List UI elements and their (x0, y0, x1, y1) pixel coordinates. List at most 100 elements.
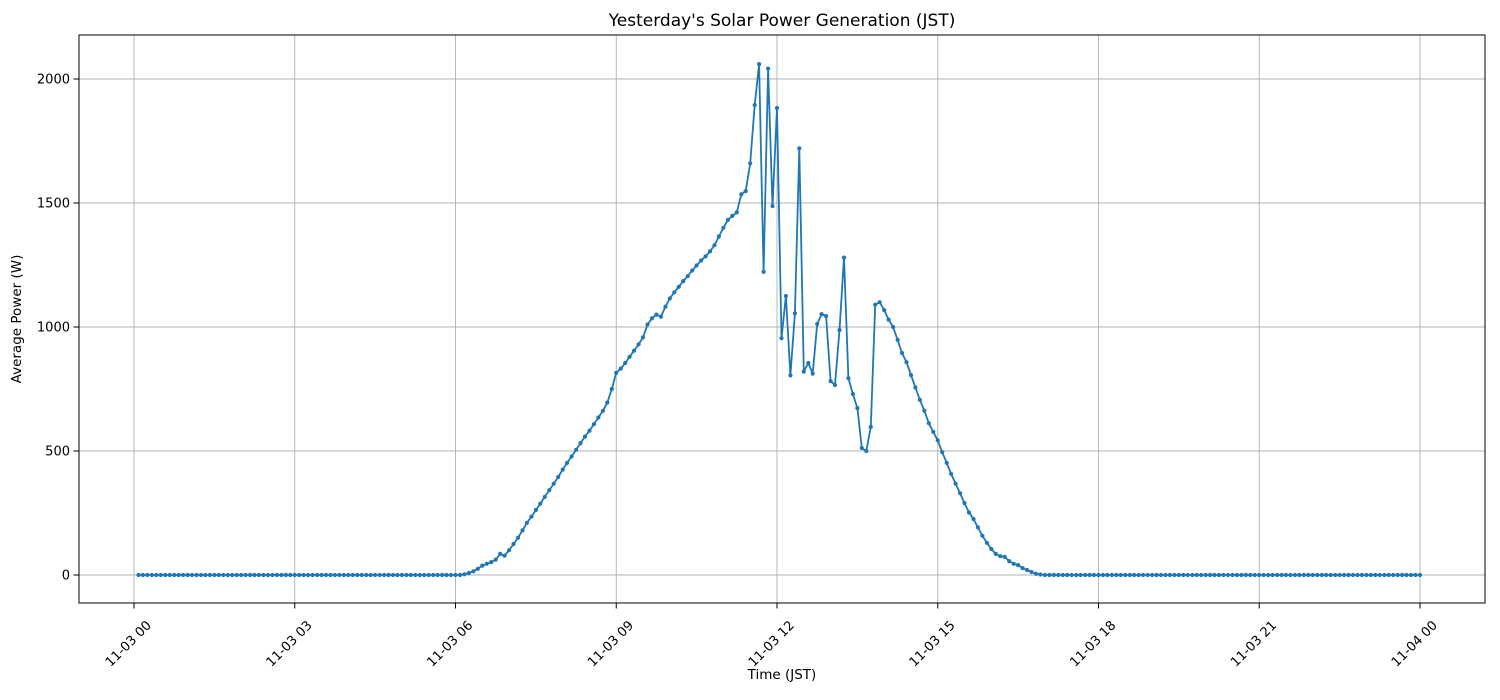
data-point (163, 572, 168, 578)
x-tick-label: 11-04 00 (1389, 618, 1441, 670)
data-point (448, 572, 454, 578)
data-point (533, 507, 539, 513)
y-tick-label: 0 (62, 569, 70, 584)
data-point (1306, 572, 1311, 578)
data-point (667, 296, 672, 301)
data-point (922, 408, 927, 413)
data-point (1266, 572, 1271, 578)
x-tick-label: 11-03 21 (1228, 618, 1280, 670)
data-point (1395, 572, 1400, 578)
data-point (292, 572, 297, 578)
data-point (859, 445, 864, 451)
data-point (306, 572, 311, 578)
y-tick-label: 1000 (37, 321, 70, 336)
data-point (1029, 569, 1034, 575)
data-point (274, 572, 279, 578)
data-point (1190, 572, 1195, 578)
y-tick-label: 1500 (37, 197, 70, 212)
data-point (935, 438, 940, 443)
data-point (1239, 572, 1244, 578)
data-point (640, 335, 646, 340)
data-point (377, 572, 382, 578)
data-point (556, 474, 561, 480)
plot-border (78, 34, 1486, 604)
data-point (1270, 572, 1275, 578)
data-point (609, 386, 614, 392)
data-point (949, 471, 954, 476)
data-point (1221, 572, 1226, 578)
data-point (1283, 572, 1289, 578)
data-point (761, 269, 766, 274)
data-point (538, 501, 543, 506)
data-point (1123, 572, 1128, 578)
data-point (917, 397, 923, 402)
data-point (1257, 572, 1262, 578)
data-point (270, 572, 275, 578)
data-point (529, 514, 534, 519)
data-point (1342, 572, 1347, 578)
data-point (1172, 572, 1177, 578)
data-point (1078, 572, 1083, 578)
data-point (1002, 554, 1007, 560)
data-point (560, 467, 565, 472)
data-point (1252, 572, 1257, 578)
data-point (551, 481, 556, 486)
data-point (1301, 572, 1306, 578)
data-point (815, 321, 820, 327)
data-point (457, 572, 463, 578)
data-point (864, 448, 869, 454)
data-point (953, 481, 958, 486)
data-point (176, 572, 181, 578)
data-point (346, 572, 351, 578)
series-layer (136, 62, 1423, 578)
data-point (417, 572, 422, 578)
data-point (1333, 572, 1338, 578)
data-point (297, 572, 302, 578)
data-point (243, 572, 248, 578)
data-point (645, 322, 650, 327)
data-point (1324, 572, 1329, 578)
data-point (261, 572, 266, 578)
data-point (797, 146, 802, 151)
data-point (1091, 572, 1097, 578)
data-point (315, 572, 320, 578)
data-point (984, 540, 990, 545)
data-point (1194, 572, 1199, 578)
data-point (1386, 572, 1391, 578)
data-point (1319, 572, 1324, 578)
data-point (1033, 571, 1039, 576)
data-point (198, 572, 204, 578)
data-point (440, 572, 445, 578)
data-point (1145, 572, 1150, 578)
data-point (654, 312, 659, 317)
data-point (663, 304, 668, 309)
data-point (766, 66, 771, 71)
data-point (618, 366, 623, 371)
data-point (1047, 572, 1052, 578)
data-point (1083, 572, 1088, 578)
data-point (413, 572, 418, 578)
data-point (1042, 572, 1047, 578)
data-point (435, 572, 440, 578)
data-point (1118, 572, 1123, 578)
data-point (1060, 572, 1065, 578)
data-point (899, 350, 905, 356)
data-point (1011, 561, 1016, 566)
data-point (230, 572, 235, 578)
data-point (1065, 572, 1070, 578)
data-point (524, 520, 530, 526)
data-point (310, 572, 315, 578)
data-point (364, 572, 369, 578)
data-point (1208, 572, 1213, 578)
data-point (1136, 572, 1141, 578)
data-point (484, 561, 489, 566)
data-point (1279, 572, 1284, 578)
data-point (1225, 572, 1231, 578)
data-point (1167, 572, 1172, 578)
data-point (149, 572, 154, 578)
data-point (1292, 572, 1298, 578)
data-point (520, 528, 525, 533)
data-point (1141, 572, 1146, 578)
data-point (498, 551, 503, 557)
data-point (1377, 572, 1382, 578)
